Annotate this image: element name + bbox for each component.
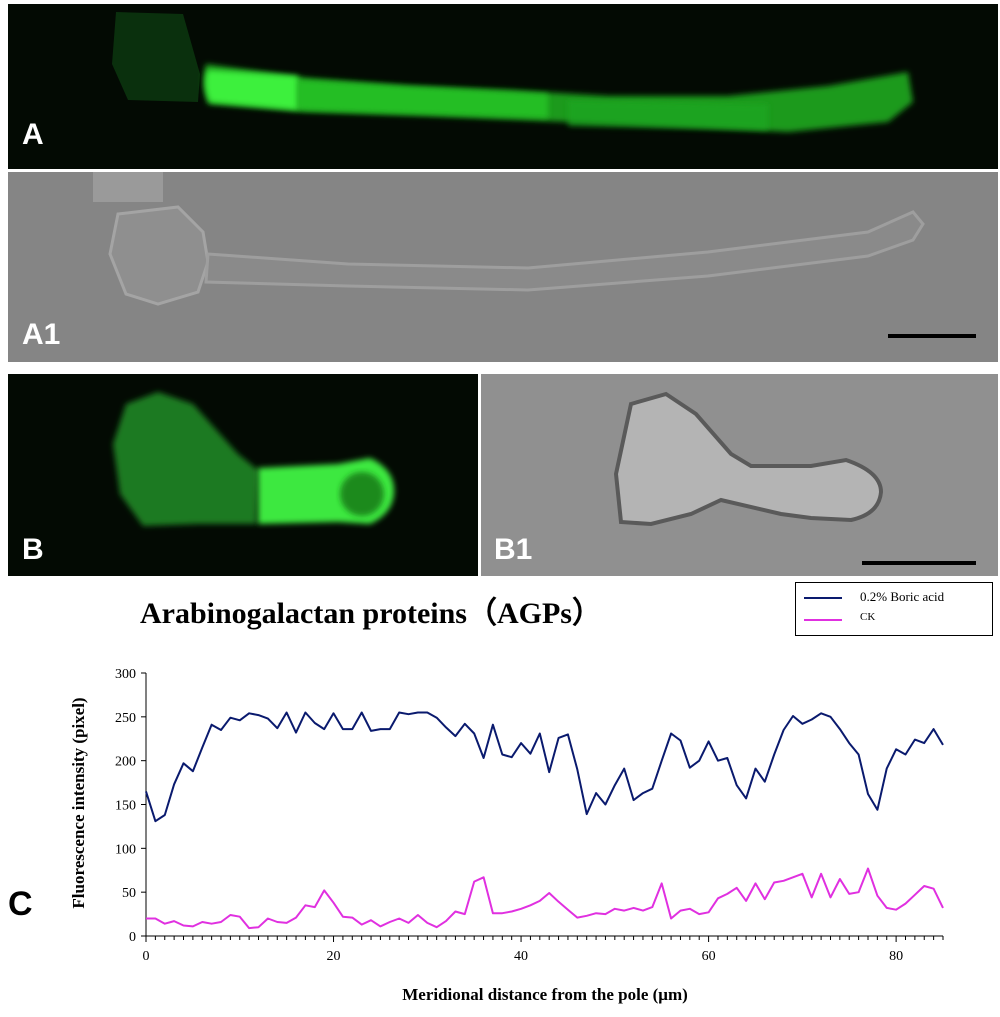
panel-label-a1: A1 xyxy=(22,318,61,351)
panel-label-a: A xyxy=(22,118,44,151)
micrograph-b1-image xyxy=(613,391,884,527)
y-tick-label: 150 xyxy=(115,799,136,814)
y-tick-label: 50 xyxy=(122,886,136,901)
y-axis-title: Fluorescence intensity (pixel) xyxy=(69,697,88,908)
y-tick-label: 0 xyxy=(129,930,136,945)
panel-label-b: B xyxy=(22,533,44,566)
x-tick-label: 80 xyxy=(889,949,903,964)
x-tick-label: 60 xyxy=(702,949,716,964)
x-axis-title: Meridional distance from the pole (μm) xyxy=(402,985,688,1004)
x-tick-label: 40 xyxy=(514,949,528,964)
micrograph-a1-image xyxy=(93,172,925,306)
y-tick-label: 200 xyxy=(115,755,136,770)
micrograph-b-image xyxy=(113,392,395,526)
scale-bar-b1 xyxy=(862,561,976,565)
y-tick-label: 100 xyxy=(115,842,136,857)
chart-title: Arabinogalactan proteins（AGPs） xyxy=(140,597,602,630)
series-line-ck xyxy=(146,867,944,930)
micrograph-b xyxy=(8,374,478,576)
legend-label-boric-acid: 0.2% Boric acid xyxy=(860,589,945,604)
panel-label-c: C xyxy=(8,885,33,923)
legend-swatch-boric-acid xyxy=(804,597,842,599)
chart-legend: 0.2% Boric acid CK xyxy=(795,582,993,636)
legend-swatch-ck xyxy=(804,619,842,621)
micrograph-a-image xyxy=(112,12,913,132)
legend-label-ck: CK xyxy=(860,611,876,623)
series-line-boric-acid xyxy=(145,711,944,823)
y-tick-label: 300 xyxy=(115,667,136,682)
chart-axes: 0 50 100 150 200 250 300 0 20 40 60 80 xyxy=(115,667,944,964)
x-tick-label: 0 xyxy=(143,949,150,964)
panel-label-b1: B1 xyxy=(494,533,533,566)
micrograph-a xyxy=(8,4,998,169)
y-tick-label: 250 xyxy=(115,711,136,726)
micrograph-b1 xyxy=(481,374,998,576)
x-tick-label: 20 xyxy=(327,949,341,964)
chart-series xyxy=(145,711,944,930)
scale-bar-a1 xyxy=(888,334,976,338)
micrograph-a1 xyxy=(8,172,998,362)
